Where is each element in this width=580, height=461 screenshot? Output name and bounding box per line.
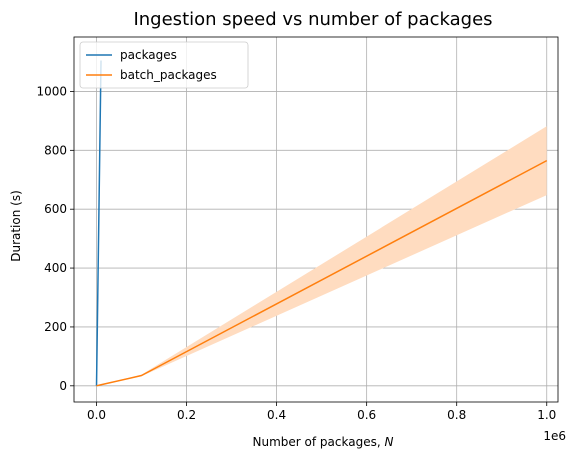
legend-box: [79, 41, 249, 89]
y-tick-label: 1000: [36, 84, 67, 98]
x-axis-label-variable: N: [384, 435, 393, 449]
x-tick-label: 0.4: [267, 408, 286, 422]
chart-title: Ingestion speed vs number of packages: [133, 9, 492, 30]
legend-label-batch-packages: batch_packages: [120, 68, 217, 82]
packages-series-line: [95, 60, 102, 386]
batch-packages-series-line: [96, 159, 548, 387]
legend: packages batch_packages: [79, 41, 249, 89]
y-tick-label: 200: [44, 320, 67, 334]
x-tick-label: 1.0: [537, 408, 556, 422]
x-axis-ticks: 0.0 0.2 0.4 0.6 0.8 1.0: [87, 402, 556, 422]
x-tick-label: 0.8: [447, 408, 466, 422]
x-tick-label: 0.6: [357, 408, 376, 422]
plot-frame: [73, 36, 559, 403]
y-axis-ticks: 0 200 400 600 800 1000: [36, 84, 74, 393]
y-tick-label: 600: [44, 202, 67, 216]
x-tick-label: 0.2: [177, 408, 196, 422]
y-axis-label: Duration (s): [9, 190, 23, 262]
y-tick-label: 800: [44, 143, 67, 157]
x-tick-label: 0.0: [87, 408, 106, 422]
x-axis-offset-label: 1e6: [543, 429, 566, 443]
legend-label-packages: packages: [120, 48, 177, 62]
y-tick-label: 0: [59, 379, 67, 393]
x-axis-label: Number of packages, N: [253, 435, 394, 449]
y-tick-label: 400: [44, 261, 67, 275]
x-axis-label-text: Number of packages,: [253, 435, 385, 449]
series-lines: [95, 60, 548, 387]
